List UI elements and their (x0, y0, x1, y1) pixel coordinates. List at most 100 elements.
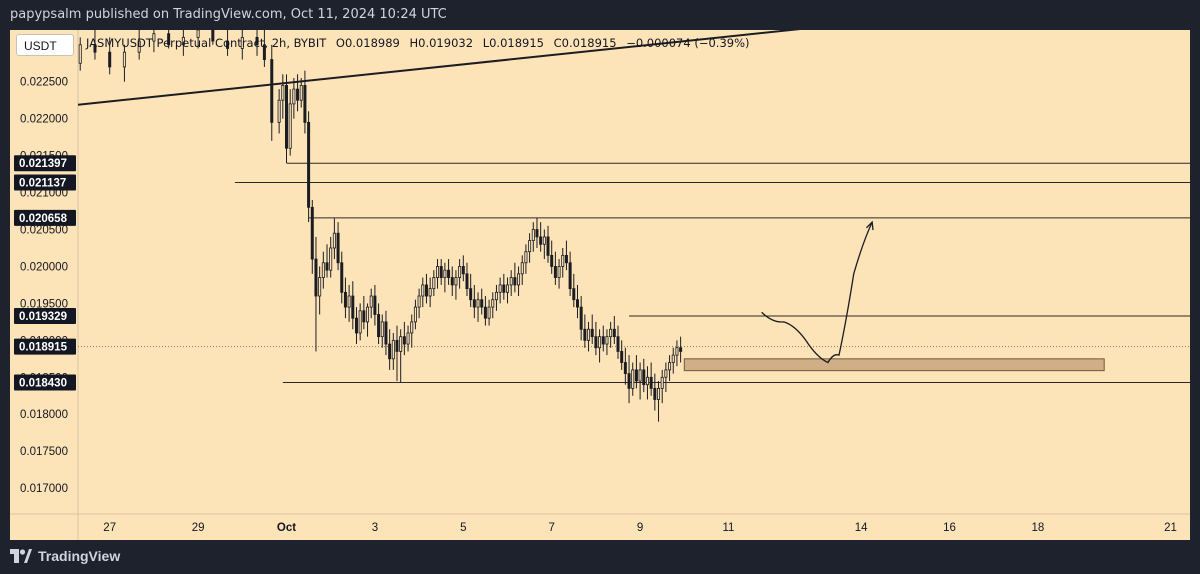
price-label-tag: 0.019329 (14, 308, 76, 325)
candle-body (78, 44, 82, 64)
candle-body (303, 85, 307, 123)
candle (402, 321, 406, 356)
price-label-text: 0.021137 (19, 177, 66, 189)
candle-body (380, 321, 384, 338)
candle (487, 299, 491, 326)
candle-body (568, 262, 572, 290)
candle-body (152, 33, 156, 42)
candle (531, 222, 535, 252)
candle (380, 314, 384, 348)
candle-body (557, 266, 561, 278)
candle-body (620, 351, 624, 363)
symbol-name[interactable]: JASMYUSDT Perpetual Contract, 2h, BYBIT (86, 36, 327, 50)
symbol-legend: JASMYUSDT Perpetual Contract, 2h, BYBIT … (86, 36, 756, 50)
candle-body (531, 229, 535, 241)
candle-body (594, 336, 598, 349)
candle (137, 30, 141, 60)
y-tick-label: 0.020500 (20, 225, 68, 237)
candle-body (513, 277, 517, 286)
currency-selector[interactable]: USDT (16, 34, 74, 56)
x-tick-label: 11 (723, 522, 735, 534)
candle-body (528, 240, 532, 253)
candle (417, 288, 421, 319)
candle (623, 347, 627, 385)
x-tick-label: 16 (943, 522, 956, 534)
candle (384, 310, 388, 356)
candle-body (465, 273, 469, 290)
x-tick-label: 5 (460, 522, 466, 534)
chart-frame (10, 30, 1190, 540)
candle (270, 44, 274, 141)
candle-body (432, 277, 436, 290)
candle (377, 303, 381, 345)
candle-body (255, 36, 259, 46)
candle (226, 30, 230, 56)
x-tick-label: Oct (277, 522, 296, 534)
candle (509, 270, 513, 297)
candle (605, 329, 609, 356)
candle (524, 244, 528, 274)
x-tick-label: 21 (1164, 522, 1177, 534)
candle (564, 240, 568, 271)
candle-body (270, 59, 274, 123)
candle (332, 218, 336, 260)
candle (675, 340, 679, 367)
candle-body (384, 321, 388, 345)
price-label-tags: 0.021397 0.021137 0.020658 0.019329 0.018915… (14, 155, 76, 391)
publish-info: papypsalm published on TradingView.com, … (10, 7, 447, 22)
candle-body (601, 336, 605, 345)
candle (535, 217, 539, 248)
candle (587, 321, 591, 352)
candle-body (388, 343, 392, 360)
y-axis-labels: 0.0225000.0220000.0215000.0210000.020500… (20, 77, 68, 495)
candle-body (336, 232, 340, 264)
candle-body (417, 295, 421, 308)
candle-body (428, 288, 432, 297)
price-label-tag: 0.021397 (14, 155, 76, 172)
tradingview-logo[interactable]: TradingView (10, 548, 120, 564)
price-label-tag: 0.021137 (14, 174, 76, 191)
candle-body (421, 284, 425, 297)
y-tick-label: 0.021000 (20, 188, 68, 200)
candle (340, 251, 344, 304)
x-tick-label: 29 (192, 522, 205, 534)
candle-body (436, 266, 440, 278)
candle (303, 70, 307, 134)
candle-body (406, 332, 410, 345)
candle-body (480, 299, 484, 308)
candle (439, 259, 443, 285)
candle-body (546, 236, 550, 256)
price-label-text: 0.018915 (19, 342, 68, 354)
candle-body (439, 266, 443, 278)
price-label-text: 0.018430 (19, 377, 67, 389)
candle (494, 284, 498, 311)
projection-path (761, 221, 873, 364)
candle-body (502, 284, 506, 293)
candle-body (634, 369, 638, 382)
y-tick-label: 0.020000 (20, 261, 68, 273)
price-label-bg (14, 374, 76, 391)
candle (318, 266, 322, 315)
candle-body (399, 336, 403, 352)
candle (336, 222, 340, 271)
candle (432, 270, 436, 297)
candle (557, 259, 561, 289)
candle (498, 277, 502, 304)
candle-body (657, 387, 661, 400)
candle-body (494, 291, 498, 301)
candle (399, 329, 403, 383)
candle (369, 288, 373, 319)
candle-body (616, 336, 620, 352)
price-label-text: 0.021397 (19, 158, 67, 170)
candle (579, 296, 583, 341)
y-tick-label: 0.022000 (20, 114, 68, 126)
price-label-text: 0.020658 (19, 213, 68, 225)
candle (550, 240, 554, 274)
candle-body (653, 387, 657, 400)
candle (553, 251, 557, 285)
candle-body (505, 284, 509, 293)
candle-body (553, 266, 557, 278)
candle-body (281, 85, 285, 101)
candle-body (535, 229, 539, 238)
